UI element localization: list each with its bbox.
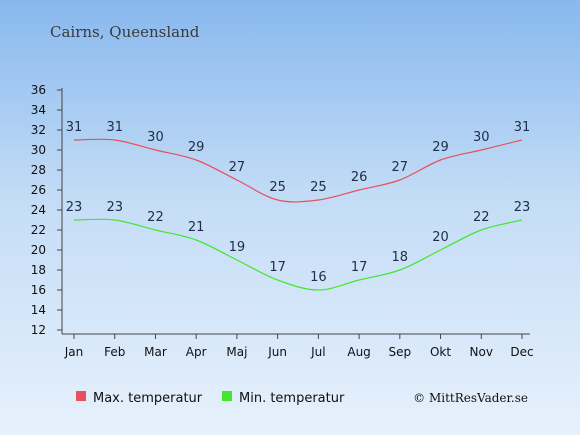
- data-label-max: 27: [229, 160, 246, 175]
- data-label-max: 29: [188, 140, 205, 155]
- data-label-max: 31: [106, 120, 123, 135]
- y-tick-label: 34: [31, 103, 46, 117]
- legend: Max. temperatur Min. temperatur: [76, 391, 345, 406]
- x-tick-label: Jun: [267, 345, 287, 359]
- data-label-max: 31: [66, 120, 83, 135]
- data-label-max: 29: [432, 140, 449, 155]
- y-tick-label: 28: [31, 163, 46, 177]
- data-label-min: 21: [188, 220, 205, 235]
- x-tick-label: Mar: [144, 345, 167, 359]
- y-tick-label: 20: [31, 243, 46, 257]
- y-tick-label: 24: [31, 203, 46, 217]
- x-tick-label: Jul: [310, 345, 325, 359]
- x-tick-label: Apr: [186, 345, 207, 359]
- y-tick-label: 22: [31, 223, 46, 237]
- legend-label-min: Min. temperatur: [239, 391, 345, 406]
- y-tick-label: 16: [31, 283, 46, 297]
- data-label-min: 18: [392, 250, 409, 265]
- y-tick-label: 36: [31, 83, 46, 97]
- data-label-min: 17: [269, 260, 286, 275]
- x-tick-label: Sep: [389, 345, 412, 359]
- x-tick-label: Aug: [347, 345, 370, 359]
- data-label-max: 26: [351, 170, 368, 185]
- x-axis-ticks: Jan Feb Mar Apr Maj Jun Jul Aug Sep Okt Nov Dec: [64, 334, 534, 359]
- series-line-min: [73, 218, 523, 291]
- y-axis-ticks: 12 14 16 18 20 22 24 26 28 30 32 34 36: [31, 83, 62, 337]
- data-label-max: 30: [147, 130, 164, 145]
- data-label-min: 23: [106, 200, 123, 215]
- data-labels: 31 31 30 29 27 25 25 26 27 29 30 31 23 23 22 21 19 17 16 17…: [66, 120, 531, 285]
- data-label-max: 25: [310, 180, 327, 195]
- x-tick-label: Jan: [64, 345, 84, 359]
- legend-swatch-max: [76, 391, 86, 401]
- legend-swatch-min: [222, 391, 232, 401]
- x-tick-label: Feb: [104, 345, 125, 359]
- y-tick-label: 14: [31, 303, 46, 317]
- x-tick-label: Nov: [470, 345, 493, 359]
- x-tick-label: Dec: [510, 345, 533, 359]
- data-label-max: 31: [514, 120, 531, 135]
- x-tick-label: Maj: [226, 345, 247, 359]
- y-tick-label: 12: [31, 323, 46, 337]
- credit-text: © MittResVader.se: [413, 391, 528, 405]
- data-label-min: 19: [229, 240, 246, 255]
- y-tick-label: 18: [31, 263, 46, 277]
- chart-title: Cairns, Queensland: [50, 23, 200, 41]
- data-label-max: 25: [269, 180, 286, 195]
- data-label-min: 22: [473, 210, 490, 225]
- data-label-min: 23: [514, 200, 531, 215]
- data-label-min: 22: [147, 210, 164, 225]
- series-layer: [73, 138, 523, 291]
- y-tick-label: 26: [31, 183, 46, 197]
- series-line-max: [73, 138, 523, 203]
- data-label-min: 20: [432, 230, 449, 245]
- legend-item-max: Max. temperatur: [76, 391, 203, 406]
- y-tick-label: 30: [31, 143, 46, 157]
- data-label-max: 27: [392, 160, 409, 175]
- legend-label-max: Max. temperatur: [93, 391, 203, 406]
- x-tick-label: Okt: [430, 345, 451, 359]
- data-label-min: 17: [351, 260, 368, 275]
- legend-item-min: Min. temperatur: [222, 391, 345, 406]
- y-tick-label: 32: [31, 123, 46, 137]
- data-label-max: 30: [473, 130, 490, 145]
- data-label-min: 16: [310, 270, 327, 285]
- data-label-min: 23: [66, 200, 83, 215]
